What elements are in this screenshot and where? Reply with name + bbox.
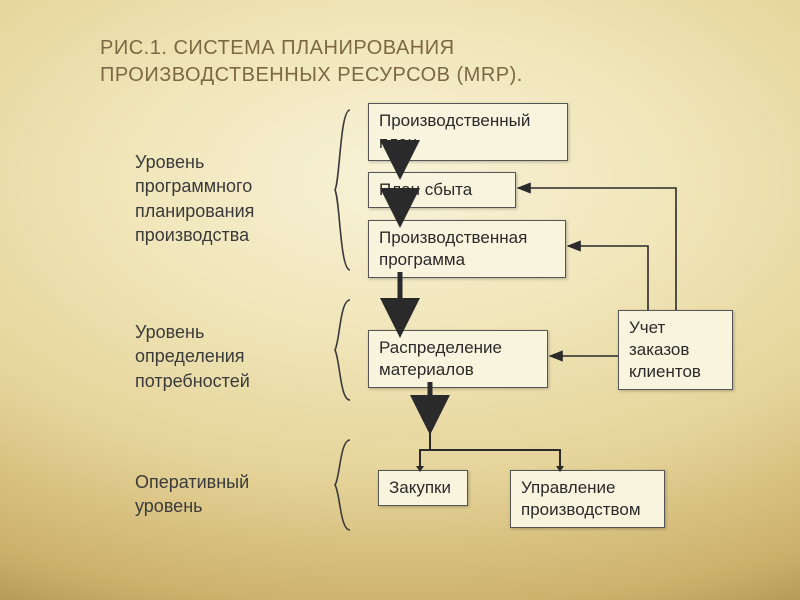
level-label-2: Уровень определения потребностей xyxy=(135,320,315,393)
page-title: РИС.1. СИСТЕМА ПЛАНИРОВАНИЯ ПРОИЗВОДСТВЕ… xyxy=(100,35,660,89)
node-production-mgmt: Управление производством xyxy=(510,470,665,528)
node-material-distribution: Распределение материалов xyxy=(368,330,548,388)
level-label-1: Уровень программного планирования произв… xyxy=(135,150,315,247)
node-production-program: Производственная программа xyxy=(368,220,566,278)
node-purchasing: Закупки xyxy=(378,470,468,506)
diagram-edges xyxy=(0,0,800,600)
node-sales-plan: План сбыта xyxy=(368,172,516,208)
level-label-3: Оперативный уровень xyxy=(135,470,315,519)
node-production-plan: Производственный план xyxy=(368,103,568,161)
node-customer-orders: Учет заказов клиентов xyxy=(618,310,733,390)
